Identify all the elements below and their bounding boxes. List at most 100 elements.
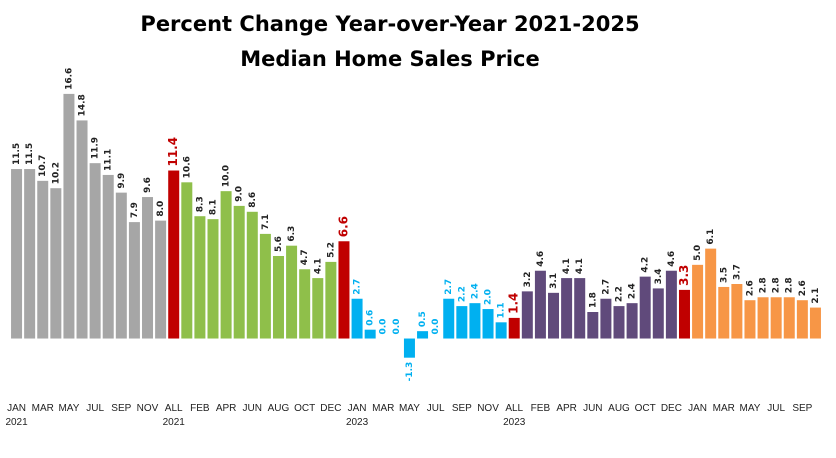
bar (76, 120, 88, 339)
value-label: 9.6 (143, 177, 153, 193)
value-label: 11.9 (91, 137, 101, 159)
bar (338, 241, 350, 339)
value-label: 2.2 (457, 286, 467, 302)
bar (731, 284, 743, 339)
bar (351, 298, 363, 339)
value-label: 10.6 (182, 156, 192, 178)
value-label: 11.4 (166, 137, 180, 167)
value-label: 8.6 (248, 192, 258, 208)
value-label: 0.0 (431, 319, 441, 335)
value-label: 1.4 (507, 293, 521, 314)
x-tick-label: ALL 2023 (503, 403, 526, 428)
value-label: 2.7 (353, 279, 363, 295)
x-tick-label: SEP (451, 403, 472, 414)
value-label: 16.6 (64, 68, 74, 90)
bar (665, 270, 677, 339)
bar (613, 306, 625, 339)
bar (587, 312, 599, 339)
value-label: 2.7 (601, 279, 611, 295)
bar (63, 93, 75, 339)
x-tick-label: JUN (242, 403, 262, 414)
value-label: 3.4 (654, 268, 664, 284)
value-label: 1.8 (588, 292, 598, 308)
value-label: 1.1 (497, 302, 507, 318)
x-tick-label: JUL (426, 403, 445, 414)
x-tick-label: FEB (190, 403, 210, 414)
bar (128, 222, 140, 339)
bar (155, 220, 167, 339)
x-tick-label: OCT (294, 403, 316, 414)
bar (102, 174, 114, 339)
x-tick-label: MAR (31, 403, 54, 414)
bar (233, 205, 245, 339)
value-label: 3.3 (677, 265, 691, 286)
bar (534, 270, 546, 339)
x-tick-label: OCT (634, 403, 656, 414)
value-label: 4.1 (562, 258, 572, 274)
value-label: 11.1 (104, 149, 114, 171)
bar (548, 292, 560, 339)
value-label: 5.0 (693, 245, 703, 261)
bar (770, 297, 782, 339)
value-label: 8.3 (195, 196, 205, 212)
bar (259, 233, 271, 339)
bar (600, 298, 612, 339)
bar (757, 297, 769, 339)
x-tick-label: APR (556, 403, 577, 414)
value-label: 2.0 (484, 289, 494, 305)
x-tick-label: DEC (660, 403, 682, 414)
x-tick-label: NOV (136, 403, 159, 414)
bar (168, 170, 180, 339)
x-tick-label: AUG (608, 403, 630, 414)
value-label: 5.2 (326, 242, 336, 258)
value-label: 4.7 (300, 249, 310, 265)
value-label: 6.3 (287, 226, 297, 242)
bar (24, 169, 36, 339)
bar (286, 245, 298, 339)
value-label: 7.1 (261, 214, 271, 230)
value-label: 3.7 (732, 264, 742, 280)
value-label: 2.8 (785, 277, 795, 293)
bar (678, 289, 690, 339)
bar (325, 261, 337, 339)
bar (783, 297, 795, 339)
bar (181, 182, 193, 339)
x-tick-label: MAY (398, 403, 420, 414)
value-label: 4.6 (536, 251, 546, 267)
bar (220, 191, 232, 339)
x-tick-label: NOV (477, 403, 499, 414)
value-label: 2.6 (798, 280, 808, 296)
value-label: 2.6 (745, 280, 755, 296)
x-tick-label: DEC (320, 403, 342, 414)
value-label: 2.4 (470, 283, 480, 299)
bar (744, 300, 756, 339)
bar (312, 278, 324, 339)
value-label: 11.5 (25, 143, 35, 165)
value-label: 0.0 (392, 319, 402, 335)
value-label: 3.1 (549, 273, 559, 289)
bar (11, 169, 23, 339)
value-label: 2.7 (444, 279, 454, 295)
bar (626, 303, 638, 339)
bar (456, 306, 468, 339)
bar (796, 300, 808, 339)
value-label: 5.6 (274, 236, 284, 252)
bar (718, 286, 730, 339)
bar (403, 338, 415, 358)
value-label: 2.1 (811, 288, 821, 304)
value-label: 0.6 (366, 310, 376, 326)
value-label: 8.1 (209, 199, 219, 215)
bar (37, 180, 49, 339)
value-label: 2.8 (759, 277, 769, 293)
bar (89, 163, 101, 339)
value-label: 4.6 (667, 251, 677, 267)
value-label: 10.7 (38, 155, 48, 177)
bar (574, 278, 586, 339)
value-label: 2.2 (615, 286, 625, 302)
value-label: 2.8 (772, 277, 782, 293)
value-label: 3.5 (719, 267, 729, 283)
bar (272, 256, 284, 339)
bar (482, 309, 494, 339)
x-tick-label: MAY (58, 403, 80, 414)
